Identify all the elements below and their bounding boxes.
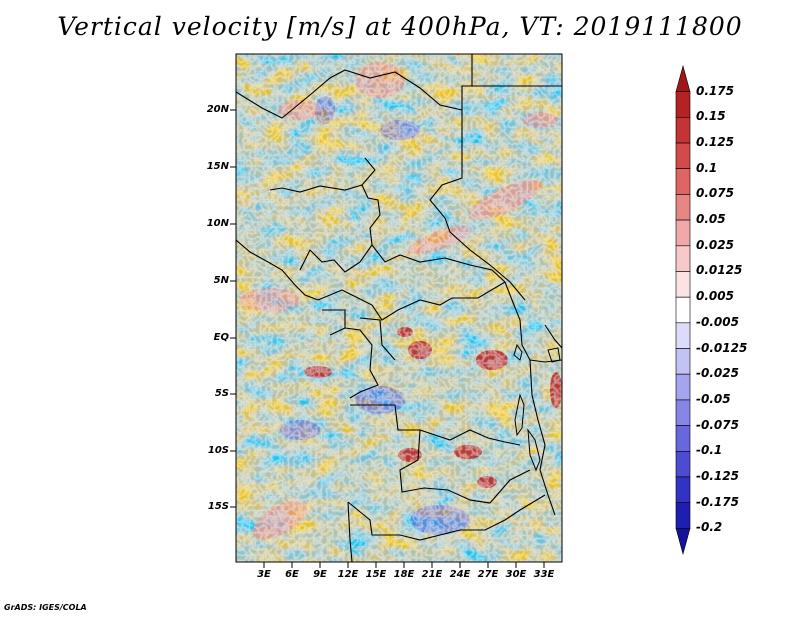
colorbar-label: -0.2 [696, 520, 723, 535]
colorbar-segment [675, 117, 691, 144]
colorbar-label: 0.0125 [696, 263, 743, 278]
colorbar-segment [675, 142, 691, 170]
colorbar-segment [675, 91, 691, 118]
colorbar-label: 0.15 [696, 109, 726, 124]
colorbar-segment [675, 296, 691, 324]
colorbar [675, 64, 691, 556]
colorbar-label: -0.175 [696, 494, 739, 509]
lon-label: 33E [533, 569, 555, 580]
lon-label: 6E [285, 569, 299, 580]
lon-label: 24E [449, 569, 471, 580]
colorbar-segment [675, 528, 691, 556]
colorbar-segment [675, 502, 691, 529]
colorbar-segment [675, 219, 691, 247]
colorbar-segment [675, 425, 691, 452]
colorbar-segment [675, 168, 691, 195]
lon-label: 30E [505, 569, 527, 580]
colorbar-label: 0.075 [696, 186, 734, 201]
lon-label: 15E [365, 569, 387, 580]
colorbar-label: -0.025 [696, 366, 739, 381]
colorbar-segment [675, 476, 691, 503]
lat-label: 10N [206, 218, 229, 229]
colorbar-segment [675, 348, 691, 375]
lon-label: 21E [421, 569, 443, 580]
map-border [235, 53, 563, 563]
lakes [513, 343, 561, 472]
country-boundaries [236, 54, 562, 562]
lat-label: 15S [207, 501, 229, 512]
lon-label: 12E [337, 569, 359, 580]
colorbar-segment [675, 271, 691, 298]
footer-credit: GrADS: IGES/COLA [4, 603, 87, 612]
lat-label: 5S [214, 388, 229, 399]
colorbar-label: 0.125 [696, 135, 734, 150]
map-title: Vertical velocity [m/s] at 400hPa, VT: 2… [57, 12, 743, 41]
lat-label: 20N [206, 104, 229, 115]
lon-label: 18E [393, 569, 415, 580]
lat-label: 5N [213, 275, 229, 286]
lon-label: 27E [477, 569, 499, 580]
axis-ticks [230, 109, 545, 568]
colorbar-segment [675, 64, 691, 92]
lon-label: 9E [313, 569, 327, 580]
colorbar-segment [675, 399, 691, 426]
lat-label: EQ [213, 332, 229, 343]
colorbar-label: -0.075 [696, 417, 739, 432]
colorbar-label: 0.005 [696, 289, 734, 304]
lat-label: 15N [206, 161, 229, 172]
colorbar-label: -0.05 [696, 391, 731, 406]
vertical-velocity-field [236, 54, 562, 562]
lat-label: 10S [207, 445, 229, 456]
colorbar-segment [675, 194, 691, 221]
colorbar-segment [675, 245, 691, 272]
colorbar-segment [675, 450, 691, 478]
colorbar-label: -0.0125 [696, 340, 748, 355]
colorbar-segment [675, 373, 691, 401]
colorbar-label: 0.025 [696, 237, 734, 252]
colorbar-label: -0.1 [696, 443, 723, 458]
colorbar-label: 0.175 [696, 83, 734, 98]
colorbar-segment [675, 322, 691, 349]
colorbar-label: -0.125 [696, 468, 739, 483]
colorbar-label: 0.05 [696, 212, 726, 227]
lon-label: 3E [257, 569, 271, 580]
colorbar-label: -0.005 [696, 314, 739, 329]
colorbar-label: 0.1 [696, 160, 718, 175]
